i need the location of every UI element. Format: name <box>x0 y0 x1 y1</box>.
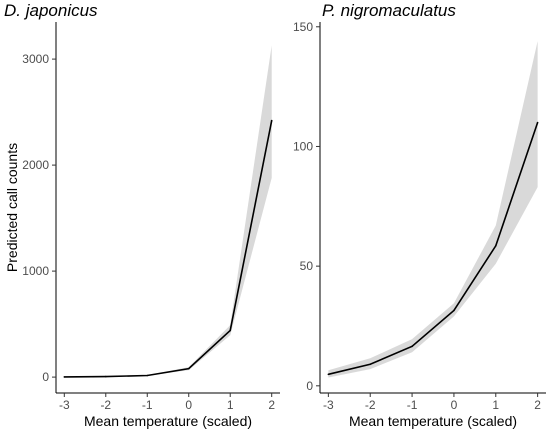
y-axis-label: Predicted call counts <box>4 143 20 272</box>
panel-d-japonicus: D. japonicus -3 -2 -1 0 1 2 0 1000 2000 3000 Mean t… <box>4 1 280 429</box>
x-tick-label: -1 <box>407 398 418 412</box>
data-point <box>411 345 413 348</box>
x-tick-label: 2 <box>268 398 275 412</box>
series-line <box>64 120 273 378</box>
data-point <box>63 376 66 378</box>
data-point <box>494 244 497 247</box>
data-point <box>453 309 455 312</box>
y-tick-label: 1000 <box>22 264 49 278</box>
x-tick-label: 2 <box>534 398 541 412</box>
data-point <box>536 121 539 124</box>
x-axis-label: Mean temperature (scaled) <box>349 413 517 429</box>
data-point <box>369 363 372 366</box>
series-line <box>328 122 539 376</box>
y-tick-label: 2000 <box>22 158 49 172</box>
y-tick-label: 50 <box>300 259 314 273</box>
data-point <box>146 374 149 377</box>
panel-title: D. japonicus <box>4 1 98 20</box>
confidence-ribbon <box>64 45 272 377</box>
x-tick-label: -3 <box>323 398 334 412</box>
y-tick-label: 150 <box>293 20 313 34</box>
x-tick-label: -1 <box>142 398 153 412</box>
x-tick-label: 1 <box>492 398 499 412</box>
x-tick-label: 1 <box>227 398 234 412</box>
y-tick-label: 0 <box>42 370 49 384</box>
x-tick-label: -2 <box>100 398 111 412</box>
data-point <box>327 373 330 376</box>
y-tick-label: 0 <box>306 379 313 393</box>
x-axis-label: Mean temperature (scaled) <box>84 413 252 429</box>
x-tick-label: 0 <box>185 398 192 412</box>
x-tick-label: -3 <box>59 398 70 412</box>
data-point <box>104 375 107 378</box>
panel-p-nigromaculatus: P. nigromaculatus -3 -2 -1 0 1 2 0 50 100 150 Mean … <box>293 1 546 429</box>
data-point <box>187 367 190 370</box>
confidence-ribbon <box>328 41 538 378</box>
y-tick-label: 100 <box>293 139 313 153</box>
panel-title: P. nigromaculatus <box>322 1 456 20</box>
x-tick-label: -2 <box>365 398 376 412</box>
y-tick-label: 3000 <box>22 52 49 66</box>
data-point <box>270 119 273 122</box>
data-point <box>229 329 232 332</box>
x-tick-label: 0 <box>451 398 458 412</box>
